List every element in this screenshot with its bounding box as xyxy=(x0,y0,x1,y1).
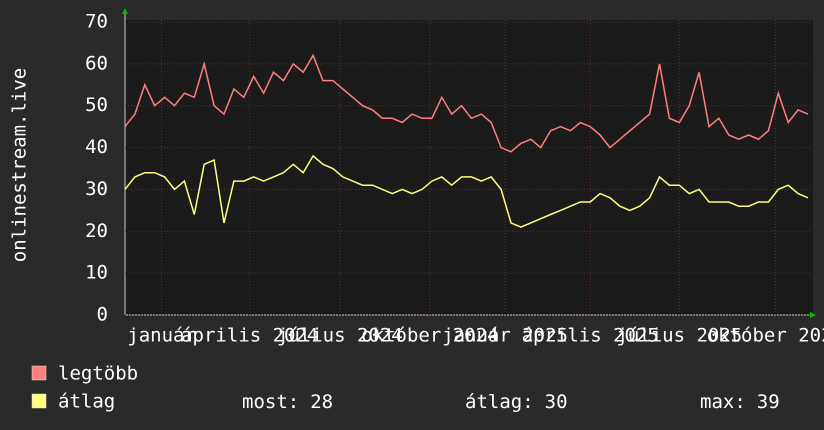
y-tick-label: 60 xyxy=(85,52,108,74)
legend-label: átlag xyxy=(58,391,115,413)
stat: átlag: 30 xyxy=(465,391,568,413)
series-line xyxy=(124,53,809,153)
stat-value: 28 xyxy=(310,391,333,413)
legend-label: legtöbb xyxy=(58,363,138,385)
y-tick-label: 0 xyxy=(97,304,108,326)
y-tick-label: 20 xyxy=(85,220,108,242)
x-tick-label: április 2024 xyxy=(181,325,318,347)
stat-label: átlag: xyxy=(465,391,534,413)
x-tick-label: január xyxy=(127,325,196,347)
x-tick-label: július 2025 xyxy=(616,325,742,347)
x-tick-label: október 2024 xyxy=(361,325,498,347)
stat-label: most: xyxy=(242,391,299,413)
legend-swatch xyxy=(31,393,47,409)
stat-value: 39 xyxy=(757,391,780,413)
stat: max: 39 xyxy=(700,391,780,413)
series-line xyxy=(124,154,809,228)
stat-label: max: xyxy=(700,391,746,413)
plot-area xyxy=(125,20,813,315)
y-tick-label: 50 xyxy=(85,94,108,116)
x-tick-label: július 2024 xyxy=(277,325,403,347)
y-axis-label: onlinestream.live xyxy=(9,68,31,262)
x-tick-label: április 2025 xyxy=(522,325,659,347)
legend-swatch xyxy=(31,365,47,381)
x-tick-label: október 2025 xyxy=(707,325,824,347)
y-tick-label: 30 xyxy=(85,178,108,200)
axis-arrow xyxy=(810,312,816,318)
stat: most: 28 xyxy=(242,391,333,413)
y-tick-label: 70 xyxy=(85,11,108,33)
x-tick-label: január 2025 xyxy=(442,325,568,347)
y-tick-label: 40 xyxy=(85,136,108,158)
stat-value: 30 xyxy=(545,391,568,413)
axis-arrow xyxy=(122,8,128,14)
y-tick-label: 10 xyxy=(85,262,108,284)
